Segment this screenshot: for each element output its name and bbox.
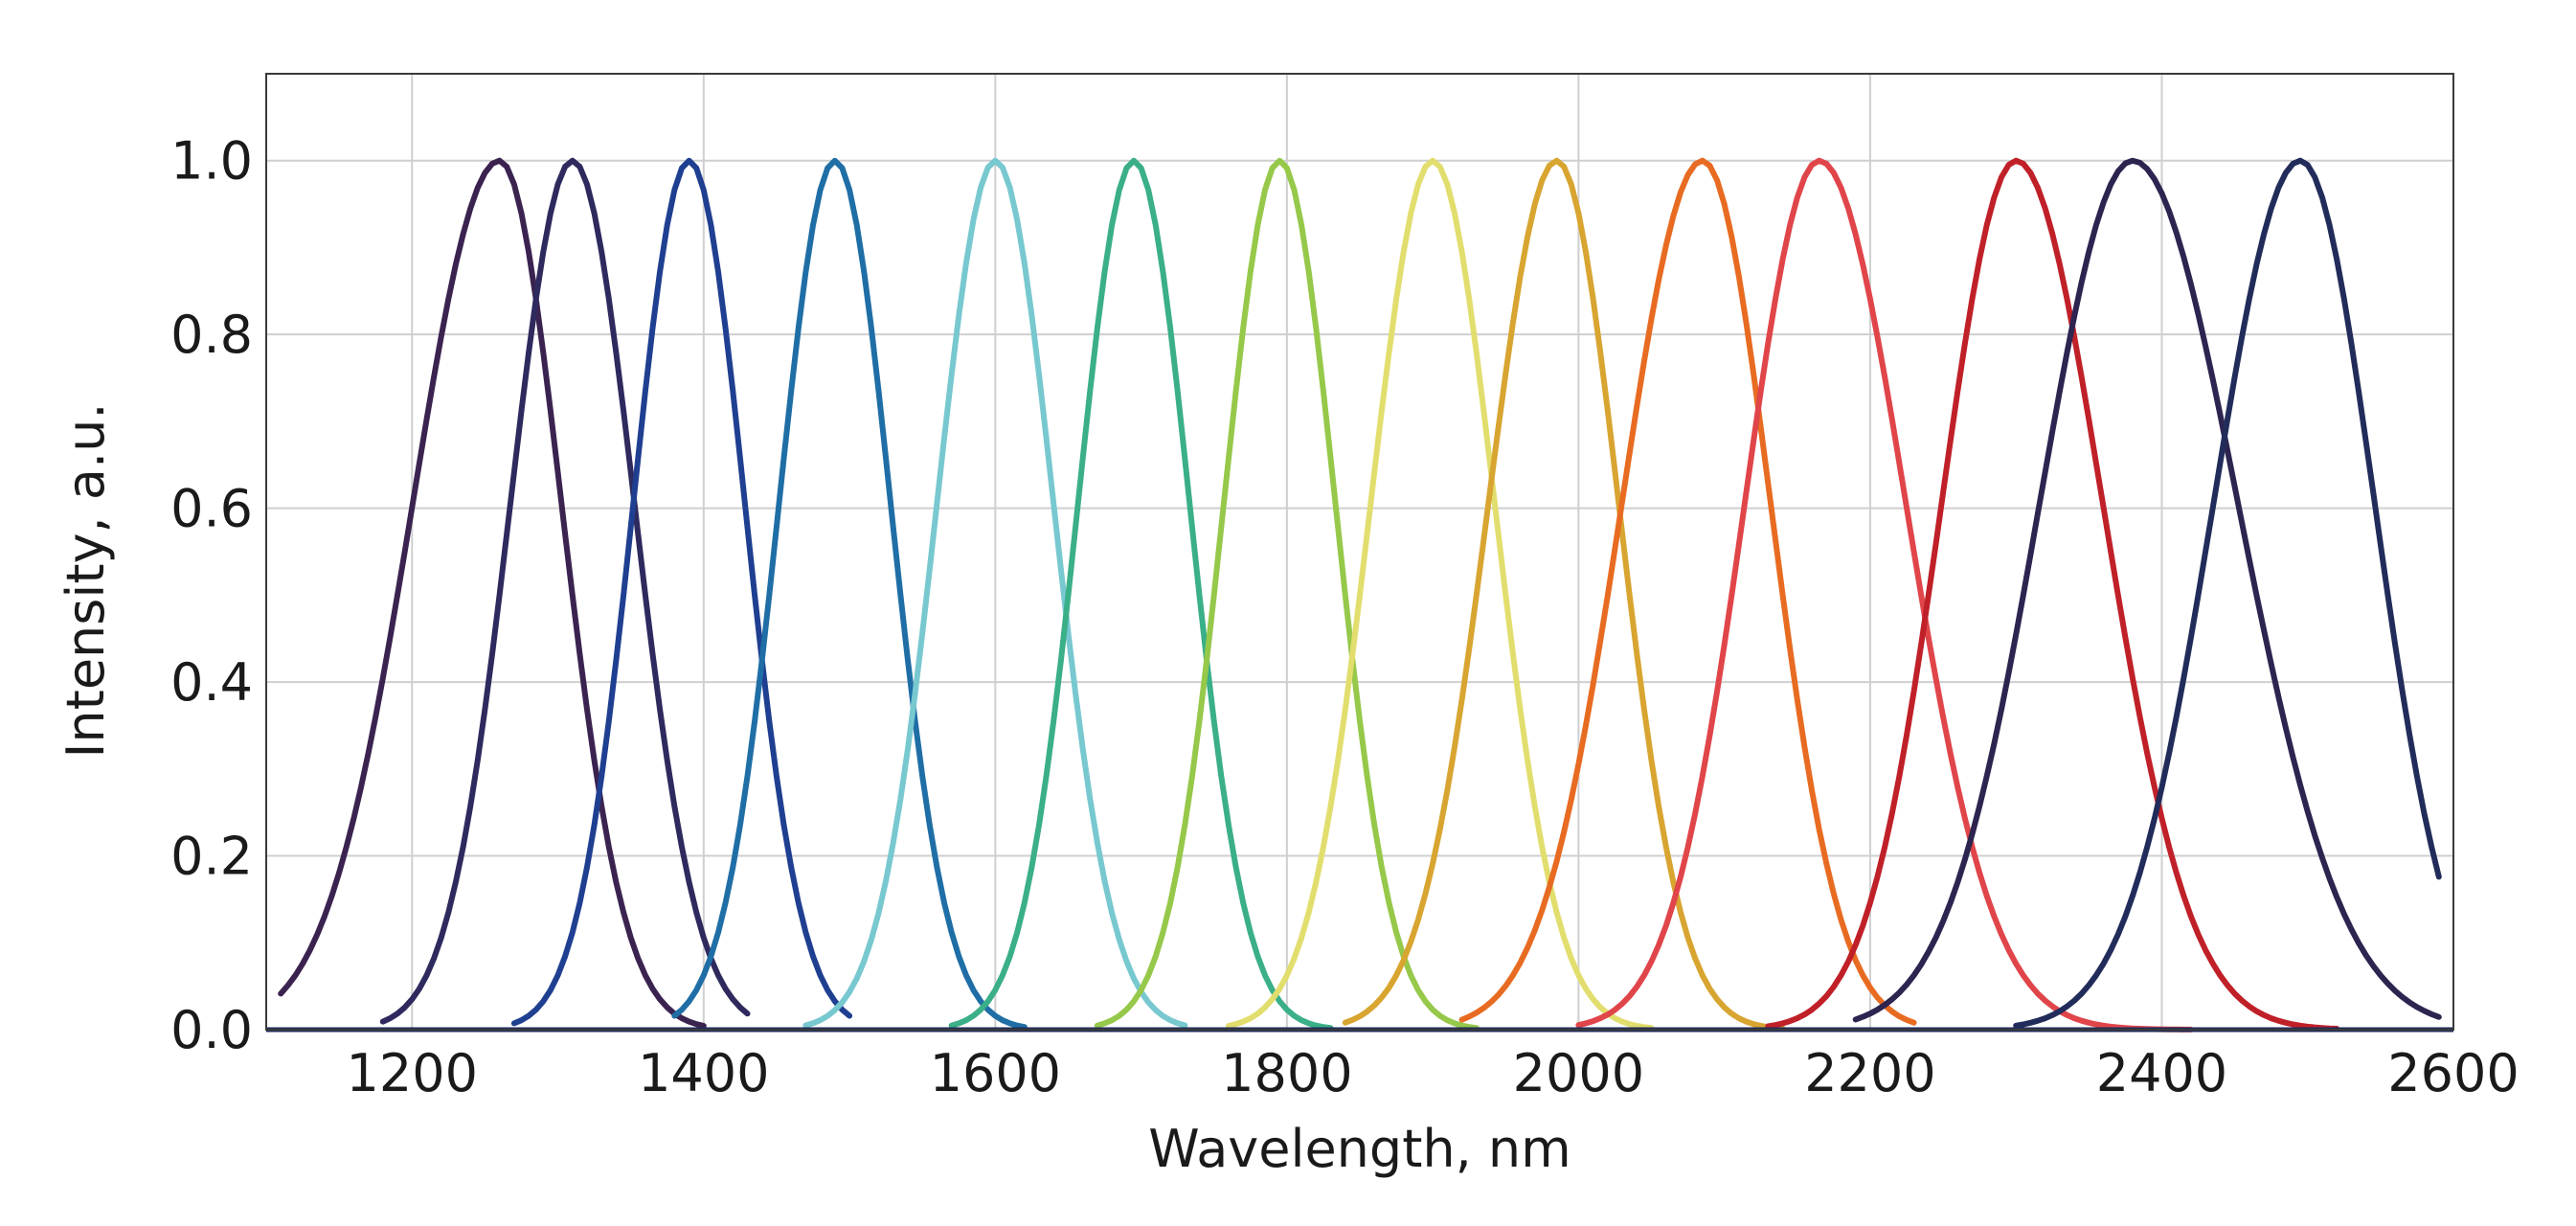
- y-tick-label: 0.4: [170, 652, 253, 713]
- x-axis-ticks: 1200 1400 1600 1800 2000 2200 2400 2600: [347, 1043, 2520, 1103]
- spectrum-curve-9: [1342, 157, 1786, 1032]
- x-axis-title: Wavelength, nm: [1148, 1119, 1571, 1179]
- y-axis-title: Intensity, a.u.: [56, 402, 116, 758]
- spectrum-curve-5: [802, 157, 1188, 1029]
- x-tick-label: 2600: [2387, 1043, 2519, 1103]
- y-tick-label: 1.0: [170, 131, 253, 192]
- x-tick-label: 2400: [2096, 1043, 2227, 1103]
- y-tick-label: 0.6: [170, 479, 253, 539]
- series-layer: [278, 157, 2442, 1033]
- y-tick-label: 0.2: [170, 827, 253, 887]
- spectrum-curve-3: [510, 157, 853, 1027]
- y-tick-label: 0.0: [170, 1000, 253, 1060]
- x-tick-label: 1200: [347, 1043, 478, 1103]
- spectrum-curve-10: [1458, 157, 1917, 1026]
- spectrum-curve-11: [1575, 157, 2194, 1033]
- spectrum-curve-6: [948, 157, 1334, 1032]
- x-tick-label: 1600: [930, 1043, 1061, 1103]
- spectrum-curve-4: [671, 157, 1028, 1031]
- spectrum-curve-1: [278, 157, 707, 1029]
- spectrum-curve-8: [1226, 157, 1655, 1032]
- spectrum-curve-12: [1765, 157, 2340, 1032]
- x-tick-label: 2000: [1513, 1043, 1644, 1103]
- spectrum-curve-7: [1094, 157, 1480, 1032]
- spectrum-curve-14: [2013, 157, 2442, 1029]
- x-tick-label: 1800: [1221, 1043, 1352, 1103]
- spectrum-curve-2: [379, 157, 751, 1025]
- y-tick-label: 0.8: [170, 305, 253, 365]
- spectrum-curve-13: [1852, 157, 2442, 1023]
- x-tick-label: 2200: [1804, 1043, 1935, 1103]
- x-tick-label: 1400: [638, 1043, 769, 1103]
- y-axis-ticks: 0.0 0.2 0.4 0.6 0.8 1.0: [170, 131, 253, 1060]
- plot-frame: [265, 73, 2454, 1031]
